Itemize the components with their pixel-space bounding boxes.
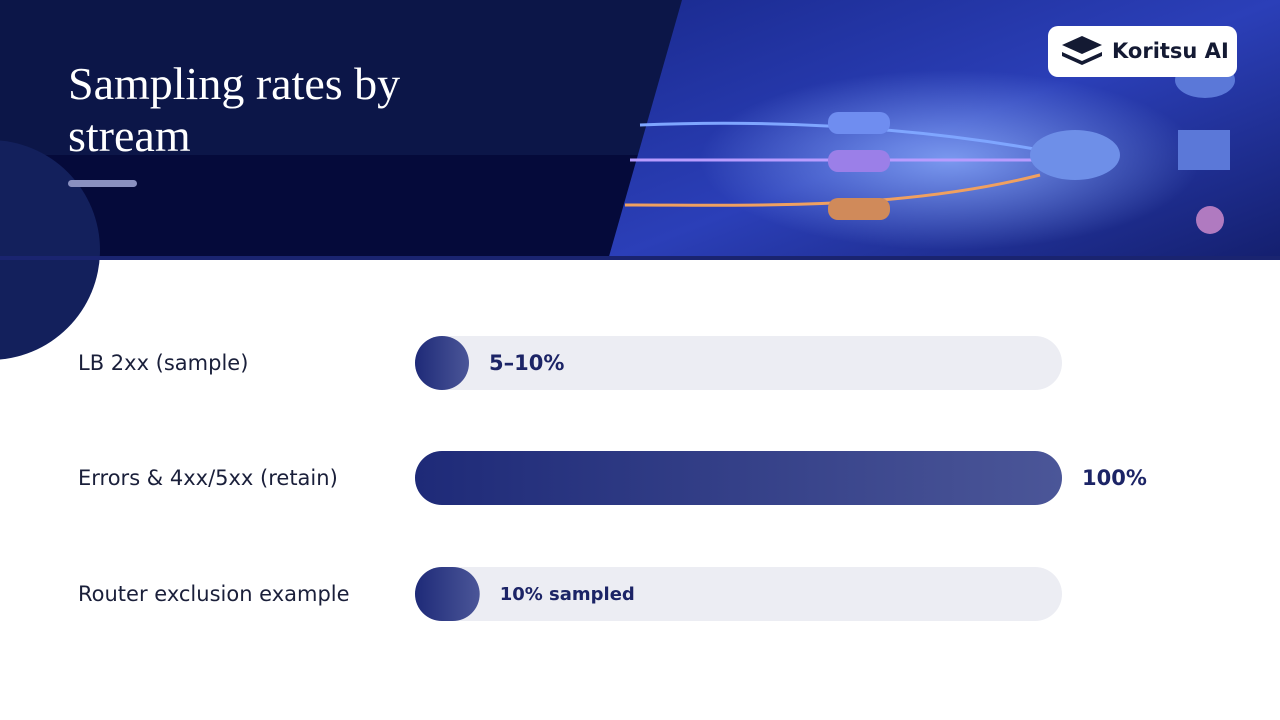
bar-track: [415, 567, 1062, 621]
logo-text: Koritsu AI: [1112, 39, 1229, 63]
header-band: [0, 0, 700, 155]
logo-icon: [1062, 36, 1102, 65]
category-label: Errors & 4xx/5xx (retain): [78, 466, 338, 490]
slide-title: Sampling rates by stream: [68, 58, 400, 161]
bar: [415, 567, 480, 621]
category-label: LB 2xx (sample): [78, 351, 248, 375]
header-shape: [0, 140, 100, 360]
bar: [415, 336, 469, 390]
category-label: Router exclusion example: [78, 582, 350, 606]
bar: [415, 451, 1062, 505]
title-underline: [68, 180, 137, 187]
value-label: 5–10%: [489, 351, 564, 375]
value-label: 100%: [1082, 466, 1147, 490]
header-rule: [0, 256, 1280, 260]
bar-track: [415, 336, 1062, 390]
value-label: 10% sampled: [500, 584, 635, 605]
logo-badge: [1048, 26, 1237, 77]
